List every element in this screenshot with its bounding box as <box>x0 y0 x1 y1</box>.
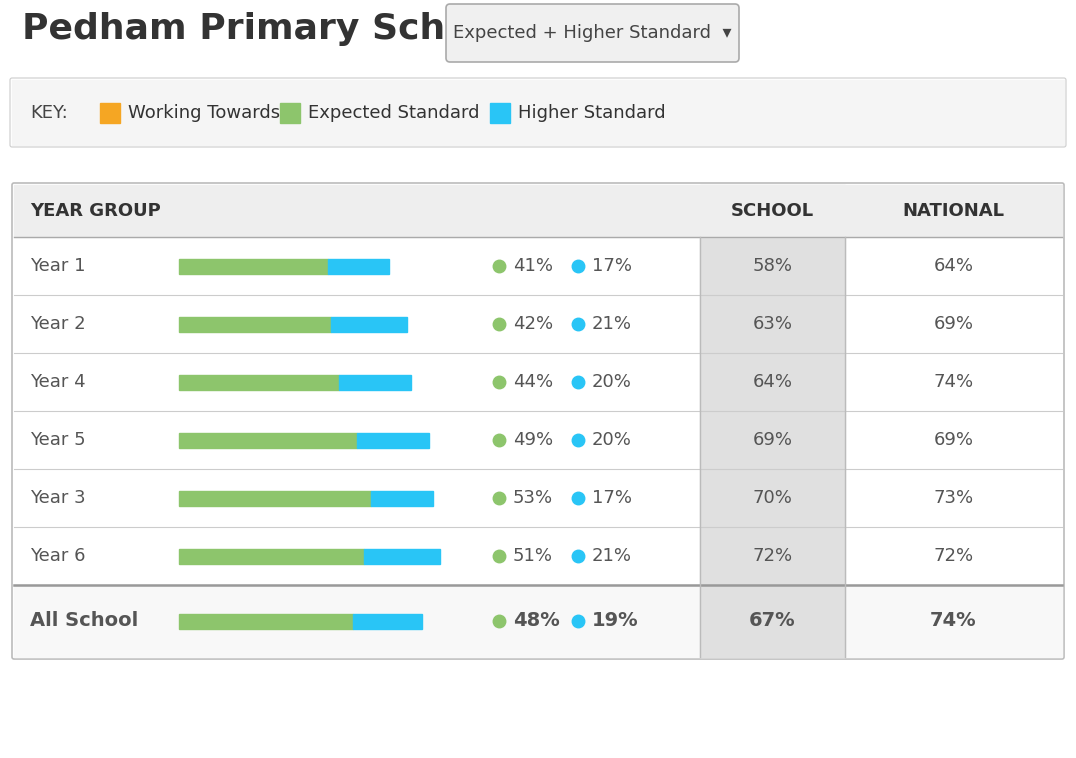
Bar <box>179 613 353 628</box>
Text: Year 2: Year 2 <box>30 315 86 333</box>
Text: SCHOOL: SCHOOL <box>731 202 815 220</box>
Bar <box>356 433 429 447</box>
Text: Expected Standard: Expected Standard <box>308 104 480 121</box>
Bar <box>331 317 408 331</box>
Text: 21%: 21% <box>592 315 632 333</box>
Text: 72%: 72% <box>752 547 793 565</box>
Text: 19%: 19% <box>592 612 639 631</box>
FancyBboxPatch shape <box>12 183 1064 659</box>
Text: 70%: 70% <box>752 489 792 507</box>
Bar <box>12 80 1064 145</box>
Text: 20%: 20% <box>592 373 632 391</box>
FancyBboxPatch shape <box>445 4 739 62</box>
Text: 69%: 69% <box>934 431 974 449</box>
Text: Higher Standard: Higher Standard <box>518 104 666 121</box>
Text: 58%: 58% <box>752 257 793 275</box>
Bar <box>353 613 422 628</box>
Text: Year 5: Year 5 <box>30 431 86 449</box>
Bar <box>179 433 356 447</box>
Text: 72%: 72% <box>934 547 974 565</box>
Text: Year 6: Year 6 <box>30 547 85 565</box>
Bar <box>327 258 390 274</box>
Bar <box>179 374 339 390</box>
Text: 51%: 51% <box>513 547 553 565</box>
Text: 49%: 49% <box>513 431 553 449</box>
Text: All School: All School <box>30 612 138 631</box>
Text: 64%: 64% <box>934 257 974 275</box>
Text: Year 3: Year 3 <box>30 489 86 507</box>
Text: Working Towards: Working Towards <box>128 104 280 121</box>
Bar <box>364 549 440 563</box>
Text: 69%: 69% <box>934 315 974 333</box>
Text: 63%: 63% <box>752 315 793 333</box>
Text: 64%: 64% <box>752 373 793 391</box>
Text: KEY:: KEY: <box>30 104 68 121</box>
Text: 20%: 20% <box>592 431 632 449</box>
Text: 44%: 44% <box>513 373 553 391</box>
Text: 42%: 42% <box>513 315 553 333</box>
Text: 67%: 67% <box>749 612 796 631</box>
Bar <box>700 185 845 657</box>
Text: 17%: 17% <box>592 489 632 507</box>
Bar <box>490 102 510 123</box>
Text: 73%: 73% <box>934 489 974 507</box>
Bar <box>179 317 331 331</box>
Text: 48%: 48% <box>513 612 560 631</box>
Bar <box>371 490 433 506</box>
Text: YEAR GROUP: YEAR GROUP <box>30 202 160 220</box>
Bar <box>280 102 300 123</box>
Bar <box>14 185 1062 237</box>
Text: Year 4: Year 4 <box>30 373 86 391</box>
Text: 53%: 53% <box>513 489 553 507</box>
Bar <box>179 258 327 274</box>
Text: 41%: 41% <box>513 257 553 275</box>
Text: Pedham Primary School:: Pedham Primary School: <box>22 12 522 46</box>
Text: Expected + Higher Standard  ▾: Expected + Higher Standard ▾ <box>453 24 732 42</box>
Bar <box>339 374 411 390</box>
Bar <box>179 490 371 506</box>
Text: 21%: 21% <box>592 547 632 565</box>
Text: 69%: 69% <box>752 431 793 449</box>
Text: 74%: 74% <box>934 373 974 391</box>
Bar <box>14 585 1062 657</box>
Text: 74%: 74% <box>930 612 977 631</box>
Bar <box>100 102 121 123</box>
Bar <box>700 585 845 657</box>
Text: NATIONAL: NATIONAL <box>903 202 1005 220</box>
Text: 17%: 17% <box>592 257 632 275</box>
Text: Year 1: Year 1 <box>30 257 85 275</box>
Bar <box>179 549 364 563</box>
